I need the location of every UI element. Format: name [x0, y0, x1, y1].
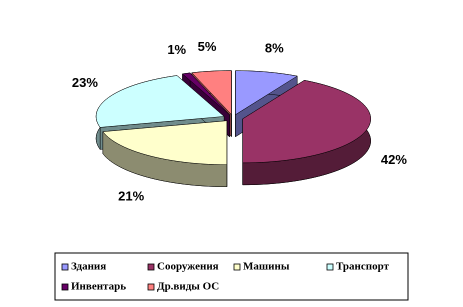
legend-box: [54, 252, 409, 301]
data-label: 1%: [167, 42, 186, 57]
legend-swatch: [326, 263, 334, 271]
slice: [181, 72, 230, 115]
slice: [102, 120, 228, 165]
legend-label: Транспорт: [336, 261, 390, 273]
slice: [235, 70, 298, 116]
data-label: 5%: [198, 39, 217, 54]
slice: [95, 75, 225, 128]
data-label: 42%: [381, 152, 407, 167]
legend-swatch: [61, 263, 69, 271]
slice: [191, 70, 232, 116]
legend-swatch: [61, 283, 69, 291]
data-label: 21%: [118, 189, 144, 204]
legend-label: Здания: [71, 261, 106, 273]
legend-swatch: [147, 283, 155, 291]
legend-swatch: [147, 263, 155, 271]
slice: [242, 80, 371, 164]
legend-label: Сооружения: [157, 261, 219, 273]
data-label: 23%: [72, 75, 98, 90]
data-label: 8%: [265, 40, 284, 55]
legend-label: Машины: [243, 261, 290, 273]
legend-label: Инвентарь: [71, 281, 126, 293]
legend-label: Др.виды ОС: [157, 281, 219, 293]
legend-swatch: [233, 263, 241, 271]
